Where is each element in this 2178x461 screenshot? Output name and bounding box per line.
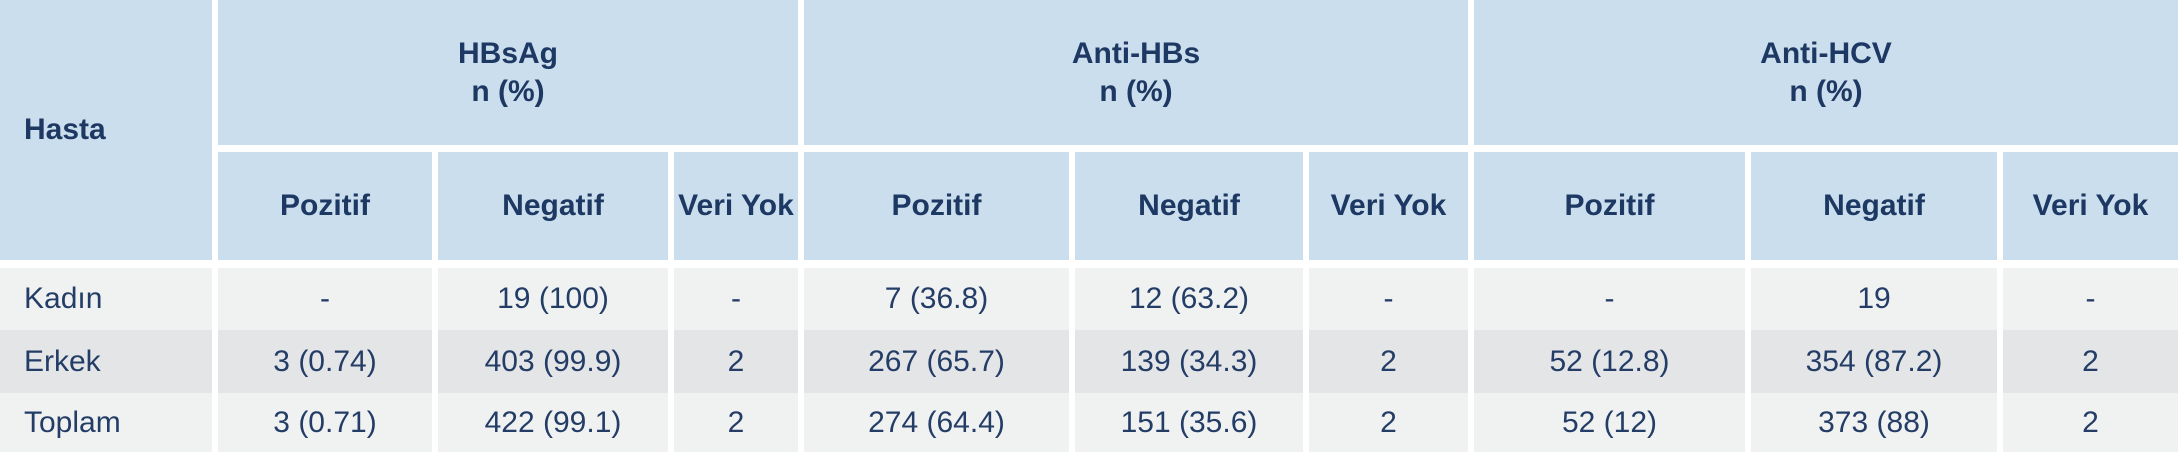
value-cell: 151 (35.6) xyxy=(1075,393,1303,452)
subheader-hbsag-veri-yok: Veri Yok xyxy=(674,152,798,268)
row-label-toplam: Toplam xyxy=(0,393,212,452)
row-label-kadin: Kadın xyxy=(0,268,212,330)
subheader-hbsag-pozitif: Pozitif xyxy=(218,152,432,268)
subheader-antihbs-negatif: Negatif xyxy=(1075,152,1303,268)
value-cell: 139 (34.3) xyxy=(1075,330,1303,393)
value-cell: - xyxy=(674,268,798,330)
group-sublabel: n (%) xyxy=(471,74,545,108)
value-cell: - xyxy=(2003,268,2178,330)
value-cell: 2 xyxy=(1309,393,1468,452)
group-header-anti-hcv: Anti-HCV n (%) xyxy=(1474,0,2178,152)
subheader-antihbs-veri-yok: Veri Yok xyxy=(1309,152,1468,268)
value-cell: 354 (87.2) xyxy=(1751,330,1997,393)
value-cell: 2 xyxy=(674,393,798,452)
row-label-erkek: Erkek xyxy=(0,330,212,393)
value-cell: - xyxy=(1474,268,1745,330)
subheader-antihcv-veri-yok: Veri Yok xyxy=(2003,152,2178,268)
row-header-hasta: Hasta xyxy=(0,0,212,268)
value-cell: - xyxy=(218,268,432,330)
value-cell: 2 xyxy=(2003,393,2178,452)
value-cell: 267 (65.7) xyxy=(804,330,1069,393)
group-header-hbsag: HBsAg n (%) xyxy=(218,0,798,152)
group-sublabel: n (%) xyxy=(1099,74,1173,108)
value-cell: 19 (100) xyxy=(438,268,668,330)
value-cell: 2 xyxy=(2003,330,2178,393)
value-cell: 373 (88) xyxy=(1751,393,1997,452)
value-cell: - xyxy=(1309,268,1468,330)
subheader-antihbs-pozitif: Pozitif xyxy=(804,152,1069,268)
value-cell: 403 (99.9) xyxy=(438,330,668,393)
value-cell: 19 xyxy=(1751,268,1997,330)
group-label: Anti-HCV xyxy=(1760,36,1892,70)
subheader-antihcv-pozitif: Pozitif xyxy=(1474,152,1745,268)
value-cell: 422 (99.1) xyxy=(438,393,668,452)
value-cell: 52 (12.8) xyxy=(1474,330,1745,393)
value-cell: 52 (12) xyxy=(1474,393,1745,452)
group-header-anti-hbs: Anti-HBs n (%) xyxy=(804,0,1468,152)
value-cell: 3 (0.71) xyxy=(218,393,432,452)
subheader-hbsag-negatif: Negatif xyxy=(438,152,668,268)
value-cell: 274 (64.4) xyxy=(804,393,1069,452)
group-sublabel: n (%) xyxy=(1789,74,1863,108)
value-cell: 12 (63.2) xyxy=(1075,268,1303,330)
value-cell: 2 xyxy=(674,330,798,393)
value-cell: 2 xyxy=(1309,330,1468,393)
subheader-antihcv-negatif: Negatif xyxy=(1751,152,1997,268)
group-label: HBsAg xyxy=(457,36,558,70)
group-label: Anti-HBs xyxy=(1071,36,1201,70)
value-cell: 7 (36.8) xyxy=(804,268,1069,330)
value-cell: 3 (0.74) xyxy=(218,330,432,393)
